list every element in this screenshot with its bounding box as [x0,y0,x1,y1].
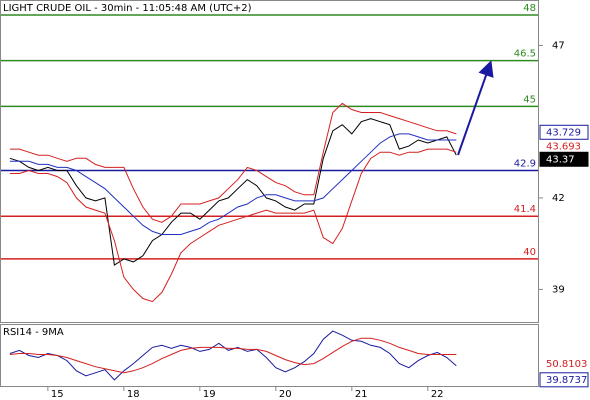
chart-title: LIGHT CRUDE OIL - 30min - 11:05:48 AM (U… [3,3,252,14]
series-line [9,148,457,303]
y-tick-label: 42 [552,193,565,204]
price-label: 50.8103 [546,359,587,370]
series-line [9,133,457,235]
series-line [9,337,457,374]
level-label: 45 [523,94,536,105]
level-label: 48 [523,3,536,14]
price-label: 39.8737 [546,375,587,386]
forecast-arrow [457,60,494,156]
level-label: 41.4 [514,204,536,215]
level-label: 46.5 [514,49,536,60]
price-badge [539,372,589,388]
x-tick-label: 15 [51,389,64,400]
series-line [9,102,457,223]
x-tick-label: 20 [279,389,292,400]
x-tick-label: 21 [355,389,368,400]
price-label: 43.693 [546,141,581,152]
price-label: 43.37 [546,154,575,165]
x-tick-label: 19 [203,389,216,400]
x-tick-label: 22 [431,389,444,400]
price-label: 43.729 [546,127,581,138]
main-panel [0,0,539,323]
price-badge [539,124,589,140]
x-tick-label: 18 [127,389,140,400]
y-tick-label: 47 [552,40,565,51]
level-label: 42.9 [514,158,536,169]
series-line [9,118,457,266]
y-tick-label: 39 [552,284,565,295]
level-label: 40 [523,247,536,258]
price-badge [539,151,589,167]
rsi-panel [0,324,539,387]
rsi-title: RSI14 - 9MA [3,327,64,338]
